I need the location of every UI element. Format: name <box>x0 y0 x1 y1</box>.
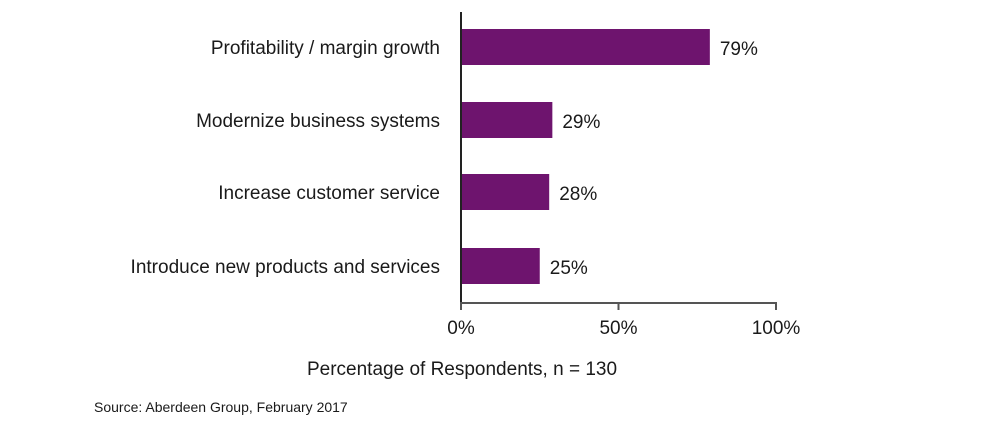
x-tick-label: 100% <box>752 318 801 339</box>
value-labels: 79% 29% 28% 25% <box>550 39 758 279</box>
bars-group <box>461 29 710 284</box>
data-label: 79% <box>720 39 758 60</box>
x-tick-label: 0% <box>447 318 475 339</box>
bar <box>461 102 553 138</box>
data-label: 29% <box>562 112 600 133</box>
bar <box>461 248 540 284</box>
source-note: Source: Aberdeen Group, February 2017 <box>94 399 348 415</box>
data-label: 25% <box>550 258 588 279</box>
x-axis-label: Percentage of Respondents, n = 130 <box>307 359 617 380</box>
x-tick-label: 50% <box>599 318 637 339</box>
category-label: Introduce new products and services <box>131 257 440 278</box>
x-ticks: 0% 50% 100% <box>447 302 800 339</box>
bar <box>461 29 710 65</box>
bar <box>461 174 550 210</box>
category-label: Increase customer service <box>218 183 440 204</box>
category-label: Modernize business systems <box>196 111 440 132</box>
category-label: Profitability / margin growth <box>211 38 440 59</box>
category-labels: Profitability / margin growth Modernize b… <box>131 38 440 278</box>
data-label: 28% <box>559 184 597 205</box>
